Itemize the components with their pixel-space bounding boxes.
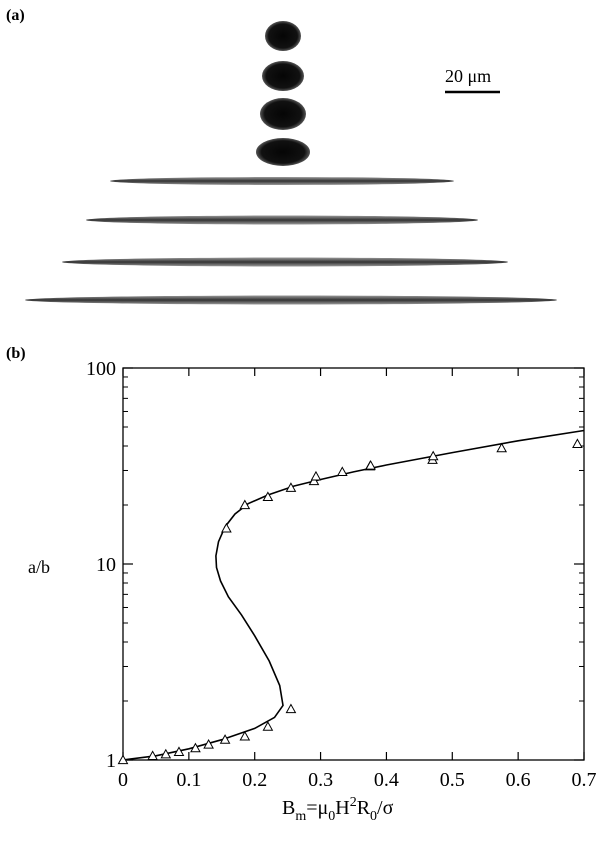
scale-bar: 20 μm	[445, 66, 500, 94]
data-point	[496, 442, 508, 453]
data-point	[117, 754, 129, 765]
droplet-6	[86, 215, 478, 225]
data-point	[427, 450, 439, 461]
droplet-sequence	[25, 21, 557, 305]
droplet-8	[25, 295, 557, 305]
y-tick-label: 100	[86, 358, 116, 380]
data-point	[173, 746, 185, 756]
data-point	[221, 522, 232, 533]
model-curve	[122, 429, 585, 761]
data-point	[336, 466, 348, 477]
data-point	[160, 748, 172, 759]
data-point	[285, 482, 297, 492]
data-markers	[117, 438, 583, 765]
x-tick-label: 0	[118, 769, 128, 791]
y-axis-label: a/b	[28, 557, 50, 577]
panel-a-label: (a)	[6, 7, 25, 24]
data-point	[262, 721, 274, 731]
x-axis-label: Bm=μ0H2R0/σ	[282, 795, 394, 824]
data-point	[239, 730, 251, 741]
y-tick-label: 1	[106, 750, 116, 772]
x-axis-ticks: 0 0.1 0.2 0.3 0.4 0.5 0.6 0.7	[118, 368, 597, 791]
y-axis-ticks: 1 10 100	[86, 358, 584, 772]
panel-b-label: (b)	[6, 345, 26, 362]
chart-b: 1 10 100 0 0.1 0.2 0.3 0.4 0.5 0.6 0.7 a/b Bm=μ0H…	[28, 358, 597, 824]
x-tick-label: 0.4	[374, 769, 399, 791]
y-tick-label: 10	[96, 554, 116, 576]
plot-frame	[122, 367, 585, 761]
x-tick-label: 0.1	[176, 769, 201, 791]
x-tick-label: 0.6	[506, 769, 531, 791]
x-tick-label: 0.5	[440, 769, 465, 791]
data-point	[365, 459, 376, 470]
data-point	[310, 470, 322, 481]
data-point	[190, 742, 201, 753]
data-point	[285, 703, 297, 714]
droplet-7	[62, 257, 508, 267]
x-tick-label: 0.2	[242, 769, 267, 791]
droplet-1	[265, 21, 301, 51]
droplet-2	[262, 61, 304, 91]
data-point	[203, 738, 214, 749]
data-point	[572, 438, 583, 448]
scale-bar-label: 20 μm	[445, 66, 491, 86]
data-point	[262, 491, 274, 501]
data-point	[219, 734, 231, 744]
droplet-3	[260, 98, 306, 130]
data-point	[308, 475, 320, 486]
droplet-5	[110, 177, 454, 185]
data-point	[147, 750, 158, 760]
droplet-4	[256, 138, 310, 166]
x-tick-label: 0.3	[308, 769, 333, 791]
x-tick-label: 0.7	[572, 769, 597, 791]
data-point	[239, 499, 251, 510]
